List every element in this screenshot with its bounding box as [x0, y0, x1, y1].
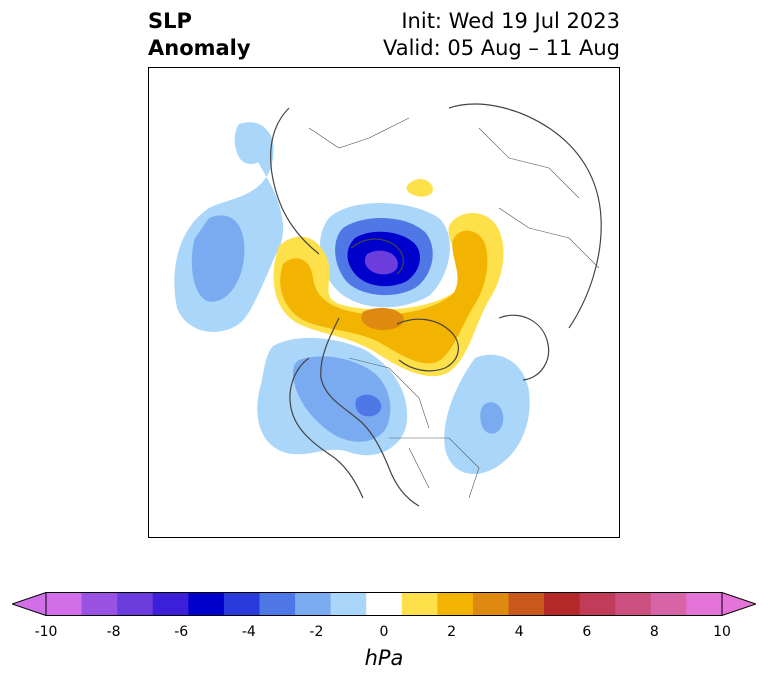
anomaly-pacific-mid	[191, 215, 245, 302]
colorbar-segment	[472, 592, 510, 616]
title-left: SLP Anomaly	[148, 8, 251, 62]
colorbar-tick-label: -10	[34, 624, 58, 640]
title-field: Anomaly	[148, 36, 251, 60]
colorbar-segment	[81, 592, 118, 616]
anomaly-small-positive	[406, 179, 433, 197]
colorbar-tick-label: 6	[582, 624, 592, 640]
colorbar-segment	[615, 592, 652, 616]
colorbar-segment	[579, 592, 616, 616]
colorbar-segment	[437, 592, 474, 616]
anomaly-arctic-core	[364, 250, 398, 275]
colorbar-tick-label: 2	[447, 624, 457, 640]
country-borders	[308, 117, 600, 499]
anomaly-canada-mid	[292, 356, 391, 442]
valid-range: Valid: 05 Aug – 11 Aug	[382, 36, 620, 60]
colorbar-segment	[544, 592, 581, 616]
anomaly-positive-band-mid	[280, 230, 488, 364]
colorbar-tick-label: -8	[106, 624, 121, 640]
colorbar-unit-label: hPa	[364, 646, 404, 670]
colorbar-segment	[401, 592, 438, 616]
colorbar-tick-label: -4	[241, 624, 256, 640]
init-date: Init: Wed 19 Jul 2023	[401, 9, 620, 33]
colorbar	[12, 592, 756, 616]
colorbar-segment	[366, 592, 403, 616]
colorbar-extend-max	[721, 592, 756, 616]
anomaly-alaska-light	[234, 122, 270, 164]
anomaly-canada-core	[355, 394, 382, 417]
title-variable: SLP	[148, 9, 192, 33]
colorbar-tick-label: 4	[514, 624, 524, 640]
colorbar-segment	[295, 592, 332, 616]
colorbar-segment	[46, 592, 83, 616]
title-right: Init: Wed 19 Jul 2023 Valid: 05 Aug – 11…	[383, 8, 620, 62]
map-svg	[174, 103, 602, 507]
colorbar-tick-label: -2	[309, 624, 324, 640]
colorbar-segment	[223, 592, 260, 616]
anomaly-positive-core	[361, 307, 404, 330]
colorbar-tick-label: -6	[174, 624, 189, 640]
colorbar-segments	[12, 592, 756, 616]
colorbar-segment	[650, 592, 687, 616]
colorbar-segment	[330, 592, 367, 616]
colorbar-outline	[45, 592, 723, 616]
colorbar-segment	[259, 592, 296, 616]
anomaly-atlantic-mid	[480, 402, 504, 434]
map-panel	[148, 67, 620, 538]
colorbar-tick-label: 8	[649, 624, 659, 640]
colorbar-segment	[188, 592, 225, 616]
colorbar-segment	[152, 592, 189, 616]
colorbar-segment	[686, 592, 723, 616]
colorbar-segment	[508, 592, 545, 616]
colorbar-segment	[117, 592, 154, 616]
coastlines	[270, 103, 602, 507]
colorbar-tick-label: 0	[379, 624, 389, 640]
colorbar-extend-min	[12, 592, 47, 616]
colorbar-tick-label: 10	[713, 624, 731, 640]
